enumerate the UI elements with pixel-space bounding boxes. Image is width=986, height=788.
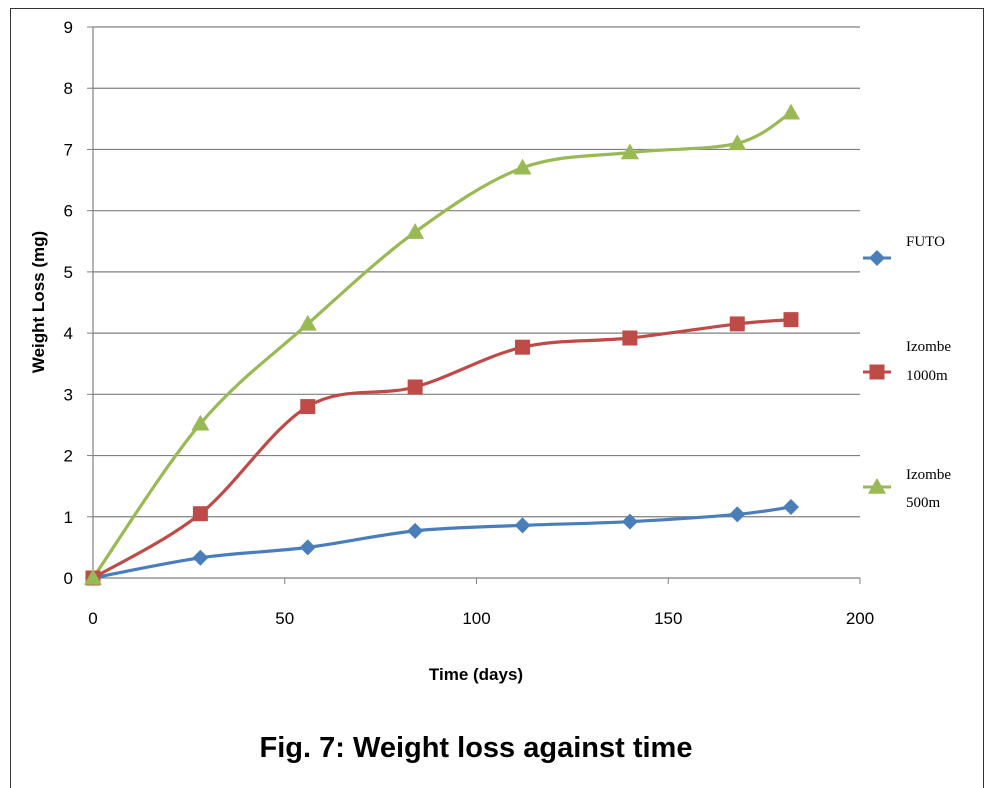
- data-point: [191, 414, 210, 431]
- data-point: [728, 134, 747, 151]
- data-point: [407, 379, 423, 395]
- y-tick-label: 6: [64, 202, 73, 221]
- y-tick-label: 9: [64, 18, 73, 37]
- data-point: [729, 506, 746, 523]
- y-tick-label: 0: [64, 569, 73, 588]
- data-point: [84, 569, 102, 585]
- data-point: [192, 506, 208, 522]
- y-tick-label: 3: [64, 385, 73, 404]
- data-point: [407, 522, 424, 539]
- x-axis-title: Time (days): [429, 665, 523, 684]
- data-point: [406, 223, 425, 239]
- x-tick-label: 150: [654, 609, 682, 628]
- x-tick-label: 200: [846, 609, 874, 628]
- data-point: [513, 158, 532, 175]
- data-point: [620, 143, 639, 160]
- legend-label: FUTO: [906, 234, 945, 250]
- legend-marker: [869, 364, 885, 380]
- y-tick-label: 1: [64, 508, 73, 527]
- legend-label: Izombe: [906, 467, 951, 483]
- x-tick-label: 50: [275, 609, 294, 628]
- data-point: [514, 517, 531, 534]
- data-point: [299, 539, 316, 556]
- y-tick-label: 4: [64, 324, 73, 343]
- legend: FUTO Izombe 1000m Izombe 500m: [863, 234, 951, 511]
- figure-caption: Fig. 7: Weight loss against time: [260, 732, 693, 764]
- axes: 0 1 2 3 4 5 6 7 8 9 0 50 100 150 200: [64, 18, 875, 628]
- data-point: [781, 103, 800, 120]
- data-point: [622, 330, 638, 346]
- figure-frame: [10, 8, 984, 788]
- legend-label: 500m: [906, 495, 941, 511]
- x-tick-label: 0: [88, 609, 97, 628]
- data-point: [783, 312, 799, 328]
- series-line-1: [91, 318, 793, 580]
- data-point: [729, 316, 745, 332]
- y-tick-label: 2: [64, 447, 73, 466]
- legend-marker: [868, 478, 886, 494]
- data-point: [515, 339, 531, 355]
- y-tick-label: 5: [64, 263, 73, 282]
- data-point: [300, 399, 316, 415]
- data-point: [298, 314, 317, 331]
- legend-marker: [869, 250, 885, 266]
- data-point: [621, 513, 638, 530]
- y-tick-label: 8: [64, 79, 73, 98]
- data-markers: [84, 103, 800, 586]
- legend-label: Izombe: [906, 339, 951, 355]
- data-point: [192, 549, 209, 566]
- y-tick-label: 7: [64, 140, 73, 159]
- data-point: [782, 498, 799, 515]
- y-axis-title: Weight Loss (mg): [29, 231, 48, 373]
- legend-label: 1000m: [906, 368, 948, 384]
- x-tick-label: 100: [462, 609, 490, 628]
- gridlines: [93, 26, 860, 518]
